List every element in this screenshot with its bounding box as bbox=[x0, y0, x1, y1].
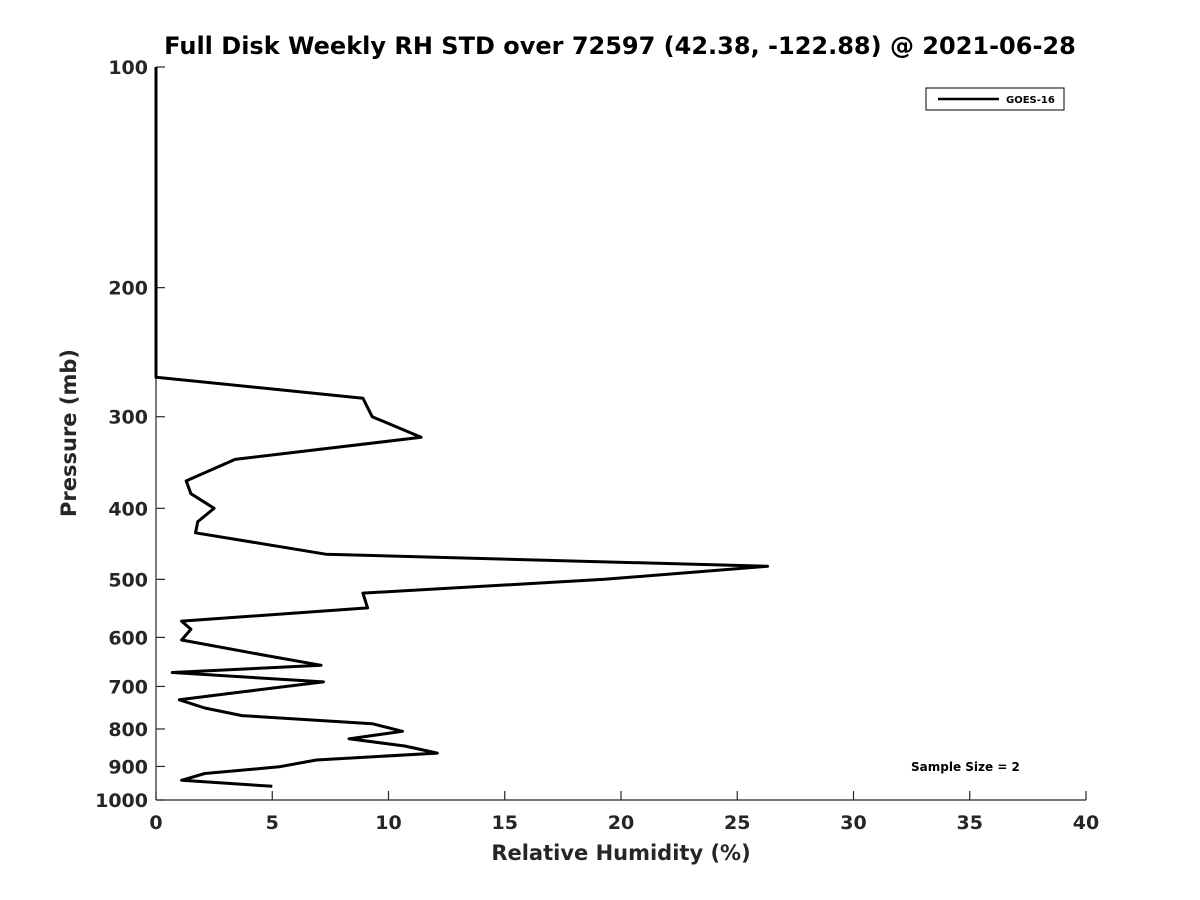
sample-size-note: Sample Size = 2 bbox=[911, 760, 1020, 774]
x-tick-label: 25 bbox=[724, 812, 750, 834]
x-tick-label: 0 bbox=[149, 812, 162, 834]
x-tick-label: 20 bbox=[608, 812, 634, 834]
x-axis-ticks: 0 5 10 15 20 25 30 35 40 bbox=[149, 791, 1099, 834]
x-tick-label: 30 bbox=[840, 812, 866, 834]
y-axis-ticks: 100 200 300 400 500 600 700 800 900 1000 bbox=[95, 57, 165, 812]
y-tick-label: 800 bbox=[108, 719, 148, 741]
y-tick-label: 100 bbox=[108, 57, 148, 79]
x-tick-label: 15 bbox=[492, 812, 518, 834]
y-tick-label: 500 bbox=[108, 569, 148, 591]
y-axis-label: Pressure (mb) bbox=[57, 349, 81, 517]
y-tick-label: 1000 bbox=[95, 790, 148, 812]
y-tick-label: 900 bbox=[108, 756, 148, 778]
x-tick-label: 40 bbox=[1073, 812, 1099, 834]
series-line-goes-16 bbox=[154, 67, 769, 788]
x-axis-label: Relative Humidity (%) bbox=[491, 841, 750, 865]
series-layer bbox=[154, 67, 769, 788]
x-tick-label: 35 bbox=[957, 812, 983, 834]
y-tick-label: 200 bbox=[108, 278, 148, 300]
y-tick-label: 400 bbox=[108, 498, 148, 520]
y-tick-label: 600 bbox=[108, 627, 148, 649]
x-tick-label: 5 bbox=[266, 812, 279, 834]
legend: GOES-16 bbox=[925, 87, 1065, 111]
x-tick-label: 10 bbox=[375, 812, 401, 834]
legend-label-goes-16: GOES-16 bbox=[1006, 95, 1055, 106]
chart-title: Full Disk Weekly RH STD over 72597 (42.3… bbox=[164, 32, 1076, 60]
y-tick-label: 300 bbox=[108, 407, 148, 429]
y-tick-label: 700 bbox=[108, 676, 148, 698]
